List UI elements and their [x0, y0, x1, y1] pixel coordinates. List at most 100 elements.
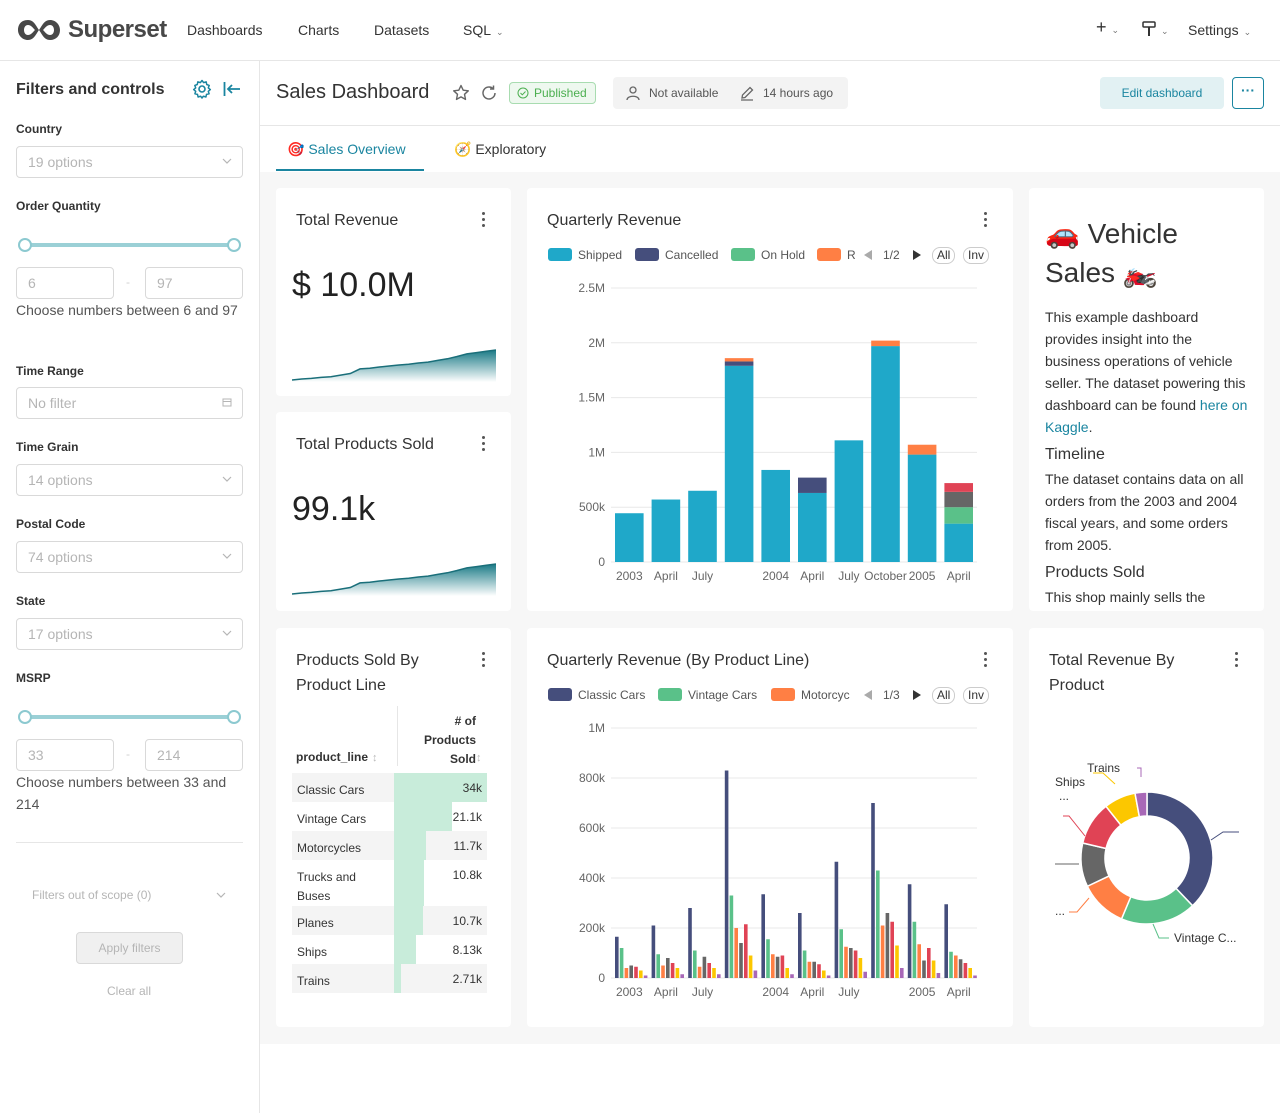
legend-prev-icon[interactable] [863, 689, 873, 701]
bar-ships[interactable] [785, 968, 789, 978]
legend-item-classic-cars[interactable]: Classic Cars [548, 688, 645, 702]
bar-vintage-cars[interactable] [693, 950, 697, 979]
table-row[interactable]: Vintage Cars 21.1k [292, 802, 487, 831]
bar-trains[interactable] [936, 973, 941, 978]
legend-item-on-hold[interactable]: On Hold [731, 248, 805, 262]
superset-logo[interactable]: Superset [16, 16, 167, 44]
bar-vintage-cars[interactable] [912, 921, 917, 978]
bar-vintage-cars[interactable] [656, 954, 660, 978]
bar-shipped[interactable] [615, 513, 644, 562]
bar-ships[interactable] [858, 958, 863, 978]
bar-motorcyc[interactable] [624, 968, 629, 978]
bar-vintage-cars[interactable] [802, 950, 807, 979]
nav-sql[interactable]: SQL ⌄ [463, 22, 504, 38]
bar-shipped[interactable] [871, 346, 900, 562]
bar-shipped[interactable] [761, 469, 790, 562]
bar-classic-cars[interactable] [834, 861, 839, 978]
bar-shipped[interactable] [688, 490, 717, 562]
table-row[interactable]: Trucks and Buses 10.8k [292, 860, 487, 906]
dashboard-title[interactable]: Sales Dashboard [276, 81, 430, 103]
bar-planes[interactable] [670, 963, 675, 978]
legend-item-motorcycles[interactable]: Motorcyc [771, 688, 850, 702]
bar-motorcyc[interactable] [771, 954, 775, 978]
msrp-slider[interactable] [16, 710, 243, 724]
legend-invert-button[interactable]: Inv [963, 687, 990, 704]
bar-planes[interactable] [927, 948, 931, 978]
bar-motorcyc[interactable] [807, 961, 812, 978]
bar-trucks-and-buses[interactable] [958, 959, 963, 978]
bar-ships[interactable] [895, 945, 899, 979]
legend-all-button[interactable]: All [932, 687, 956, 704]
bar-trucks-and-buses[interactable] [812, 961, 816, 978]
bar-classic-cars[interactable] [724, 770, 729, 979]
chevron-down-icon[interactable] [216, 890, 226, 900]
more-options-button[interactable]: ··· [1232, 77, 1264, 109]
card-menu-icon[interactable] [984, 652, 988, 668]
bar-motorcyc[interactable] [954, 955, 958, 979]
bar-classic-cars[interactable] [798, 913, 802, 978]
collapse-sidebar-icon[interactable] [223, 81, 241, 97]
bar-trains[interactable] [863, 971, 867, 978]
nav-settings[interactable]: Settings ⌄ [1188, 22, 1251, 38]
order-quantity-max-input[interactable]: 97 [145, 267, 243, 299]
bar-trains[interactable] [643, 975, 648, 979]
legend-item-vintage-cars[interactable]: Vintage Cars [658, 688, 757, 702]
donut-slice-classic-cars[interactable] [1146, 791, 1214, 907]
plus-icon[interactable]: + ⌄ [1096, 17, 1120, 37]
legend-invert-button[interactable]: Inv [963, 247, 990, 264]
legend-next-icon[interactable] [912, 249, 922, 261]
column-header-product-line[interactable]: product_line [296, 750, 369, 764]
nav-charts[interactable]: Charts [298, 22, 340, 38]
bar-on-hold[interactable] [944, 507, 973, 524]
filter-postal-code-select[interactable]: 74 options [16, 541, 243, 573]
bar-planes[interactable] [634, 966, 638, 978]
bar-motorcyc[interactable] [917, 944, 921, 978]
bar-shipped[interactable] [724, 365, 754, 562]
bar-vintage-cars[interactable] [949, 951, 953, 978]
order-quantity-slider[interactable] [16, 238, 243, 252]
bar-vintage-cars[interactable] [619, 948, 624, 978]
card-menu-icon[interactable] [482, 212, 486, 228]
bar-motorcyc[interactable] [880, 925, 885, 979]
bar-motorcyc[interactable] [661, 965, 665, 979]
kaggle-link[interactable]: here on Kaggle [1045, 397, 1248, 435]
bar-trucks-and-buses[interactable] [775, 956, 780, 978]
bar-trains[interactable] [790, 974, 794, 978]
clear-all-button[interactable]: Clear all [107, 984, 152, 998]
column-header-products-sold[interactable]: # of Products Sold [423, 714, 476, 766]
bar-trucks-and-buses[interactable] [702, 956, 707, 978]
bar-motorcyc[interactable] [844, 946, 848, 978]
sort-icon[interactable]: ↕ [372, 752, 378, 764]
status-badge[interactable]: Published [509, 82, 596, 104]
msrp-min-input[interactable]: 33 [16, 739, 114, 771]
bar-r[interactable] [871, 340, 900, 347]
bar-trains[interactable] [680, 974, 684, 978]
bar-classic-cars[interactable] [944, 904, 948, 978]
filter-country-select[interactable]: 19 options [16, 146, 243, 178]
order-quantity-min-input[interactable]: 6 [16, 267, 114, 299]
bar-cancelled[interactable] [724, 361, 754, 366]
slider-handle-min[interactable] [18, 238, 32, 252]
bar-vintage-cars[interactable] [766, 939, 770, 978]
card-menu-icon[interactable] [482, 652, 486, 668]
bar-motorcyc[interactable] [697, 966, 702, 978]
bar-classic-cars[interactable] [615, 936, 619, 978]
bar-trains[interactable] [826, 975, 831, 979]
legend-prev-icon[interactable] [863, 249, 873, 261]
msrp-max-input[interactable]: 214 [145, 739, 243, 771]
bar-planes[interactable] [817, 964, 821, 978]
slider-handle-max[interactable] [227, 238, 241, 252]
slider-handle-min[interactable] [18, 710, 32, 724]
bar-ships[interactable] [931, 960, 936, 979]
sort-icon[interactable]: ↕ [476, 752, 482, 764]
bar-planes[interactable] [963, 963, 968, 978]
bar-ships[interactable] [748, 955, 753, 979]
slider-handle-max[interactable] [227, 710, 241, 724]
filter-state-select[interactable]: 17 options [16, 618, 243, 650]
bar-ships[interactable] [639, 970, 643, 979]
gear-icon[interactable] [192, 79, 212, 99]
bar-planes[interactable] [853, 950, 858, 979]
bar-trucks-and-buses[interactable] [922, 960, 926, 979]
edit-dashboard-button[interactable]: Edit dashboard [1100, 77, 1224, 109]
bar-planes[interactable] [707, 963, 711, 978]
